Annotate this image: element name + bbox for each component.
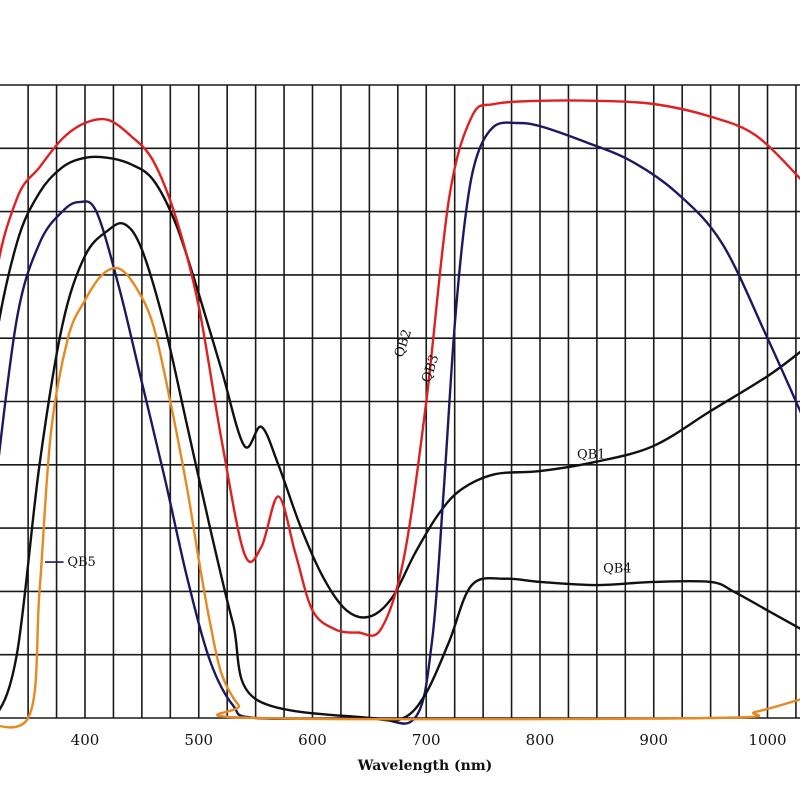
series-label-qb1: QB1 xyxy=(577,447,605,462)
x-tick-label: 900 xyxy=(639,731,668,749)
x-tick-label: 600 xyxy=(298,731,327,749)
x-tick-label: 800 xyxy=(526,731,555,749)
x-axis-title: Wavelength (nm) xyxy=(357,758,493,774)
x-tick-label: 1000 xyxy=(748,731,786,749)
grid xyxy=(0,84,800,719)
x-tick-label: 500 xyxy=(184,731,213,749)
series-group xyxy=(0,99,800,729)
x-tick-label: 400 xyxy=(71,731,100,749)
series-qb2-line xyxy=(0,99,800,637)
series-qb3-line xyxy=(0,121,800,725)
series-label-qb2: QB2 xyxy=(392,328,415,360)
series-qb1-line xyxy=(0,155,800,619)
series-label-qb4: QB4 xyxy=(603,561,631,576)
x-tick-label: 700 xyxy=(412,731,441,749)
series-label-qb3: QB3 xyxy=(419,353,442,385)
series-qb5-line xyxy=(0,266,800,729)
x-axis-ticks: 400 500 600 700 800 900 1000 xyxy=(71,731,787,749)
series-label-qb5: QB5 xyxy=(67,555,95,570)
series-qb4-line xyxy=(0,221,800,722)
